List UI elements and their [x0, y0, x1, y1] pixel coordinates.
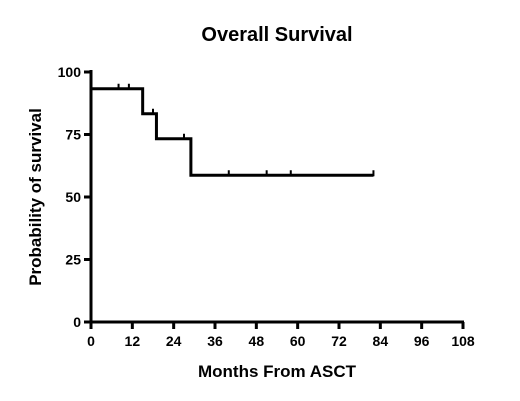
- plot-area: [91, 83, 375, 177]
- y-tick-label: 100: [58, 64, 82, 80]
- x-tick-label: 96: [414, 333, 430, 349]
- x-tick-label: 24: [166, 333, 182, 349]
- x-tick-label: 72: [331, 333, 347, 349]
- y-tick-label: 25: [65, 252, 81, 268]
- survival-step-line: [91, 87, 374, 177]
- y-tick-label: 50: [65, 189, 81, 205]
- x-tick-label: 12: [125, 333, 141, 349]
- x-axis-label: Months From ASCT: [198, 362, 357, 381]
- x-tick-label: 84: [373, 333, 389, 349]
- axes: 0 25 50 75 100 0 12 24 36 48 60 72 84 96 108: [58, 64, 475, 349]
- x-tick-label: 0: [87, 333, 95, 349]
- y-tick-label: 0: [73, 314, 81, 330]
- x-tick-label: 108: [451, 333, 475, 349]
- y-axis-label: Probability of survival: [26, 108, 45, 286]
- x-tick-label: 36: [207, 333, 223, 349]
- x-tick-label: 48: [249, 333, 265, 349]
- chart-title: Overall Survival: [201, 24, 352, 46]
- y-tick-label: 75: [65, 127, 81, 143]
- x-tick-label: 60: [290, 333, 306, 349]
